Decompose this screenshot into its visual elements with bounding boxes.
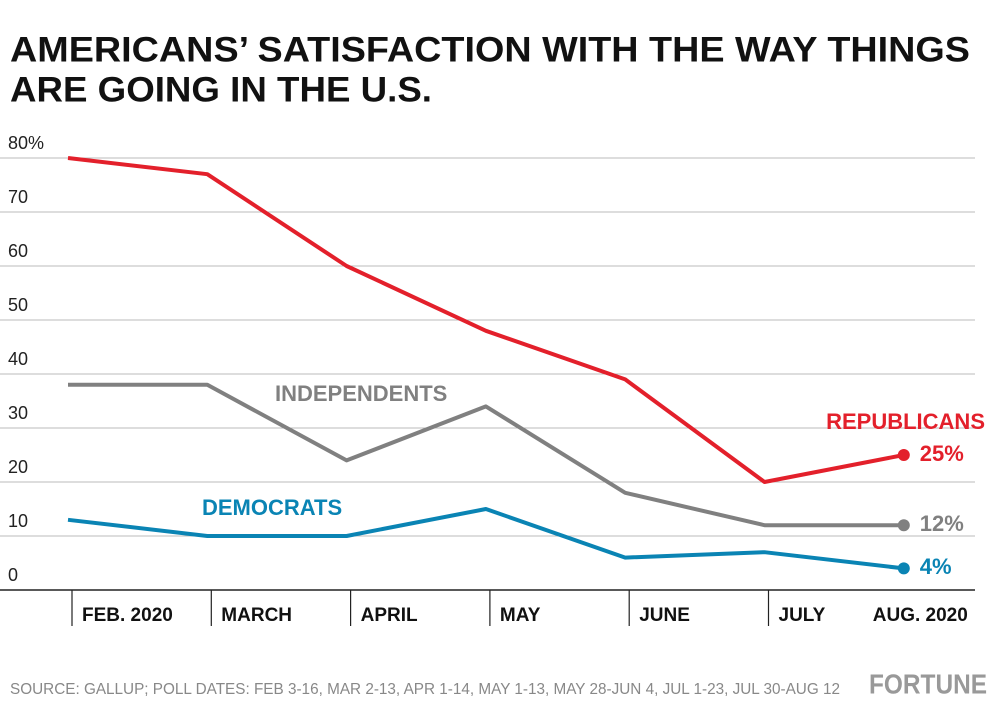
- chart-title: AMERICANS’ SATISFACTION WITH THE WAY THI…: [10, 30, 970, 69]
- x-tick-label: FEB. 2020: [82, 605, 173, 626]
- x-tick-label: JUNE: [639, 605, 690, 626]
- y-tick-label: 10: [8, 511, 28, 531]
- series-label: REPUBLICANS: [826, 409, 985, 434]
- y-tick-label: 30: [8, 403, 28, 423]
- y-tick-label: 70: [8, 187, 28, 207]
- series-label: DEMOCRATS: [202, 495, 342, 520]
- source-note: SOURCE: GALLUP; POLL DATES: FEB 3-16, MA…: [10, 681, 840, 698]
- y-tick-label: 60: [8, 241, 28, 261]
- x-tick-label: MAY: [500, 605, 541, 626]
- series-line: [67, 507, 905, 571]
- y-tick-label: 80%: [8, 133, 44, 153]
- value-label: 4%: [920, 554, 952, 579]
- series-label: INDEPENDENTS: [275, 381, 447, 406]
- x-tick-label: AUG. 2020: [873, 605, 968, 626]
- y-tick-label: 0: [8, 565, 18, 585]
- brand-logo: FORTUNE: [869, 668, 987, 699]
- value-label: 12%: [920, 511, 964, 536]
- y-tick-label: 50: [8, 295, 28, 315]
- y-tick-label: 40: [8, 349, 28, 369]
- x-tick-label: APRIL: [361, 605, 418, 626]
- end-point: [897, 449, 910, 461]
- chart-title: ARE GOING IN THE U.S.: [10, 70, 432, 109]
- x-tick-label: MARCH: [221, 605, 292, 626]
- series-line: [67, 156, 905, 484]
- x-tick-label: JULY: [779, 605, 826, 626]
- value-label: 25%: [920, 441, 964, 466]
- end-point: [897, 562, 910, 575]
- end-point: [897, 519, 910, 532]
- y-tick-label: 20: [8, 457, 28, 477]
- series-line: [68, 382, 904, 528]
